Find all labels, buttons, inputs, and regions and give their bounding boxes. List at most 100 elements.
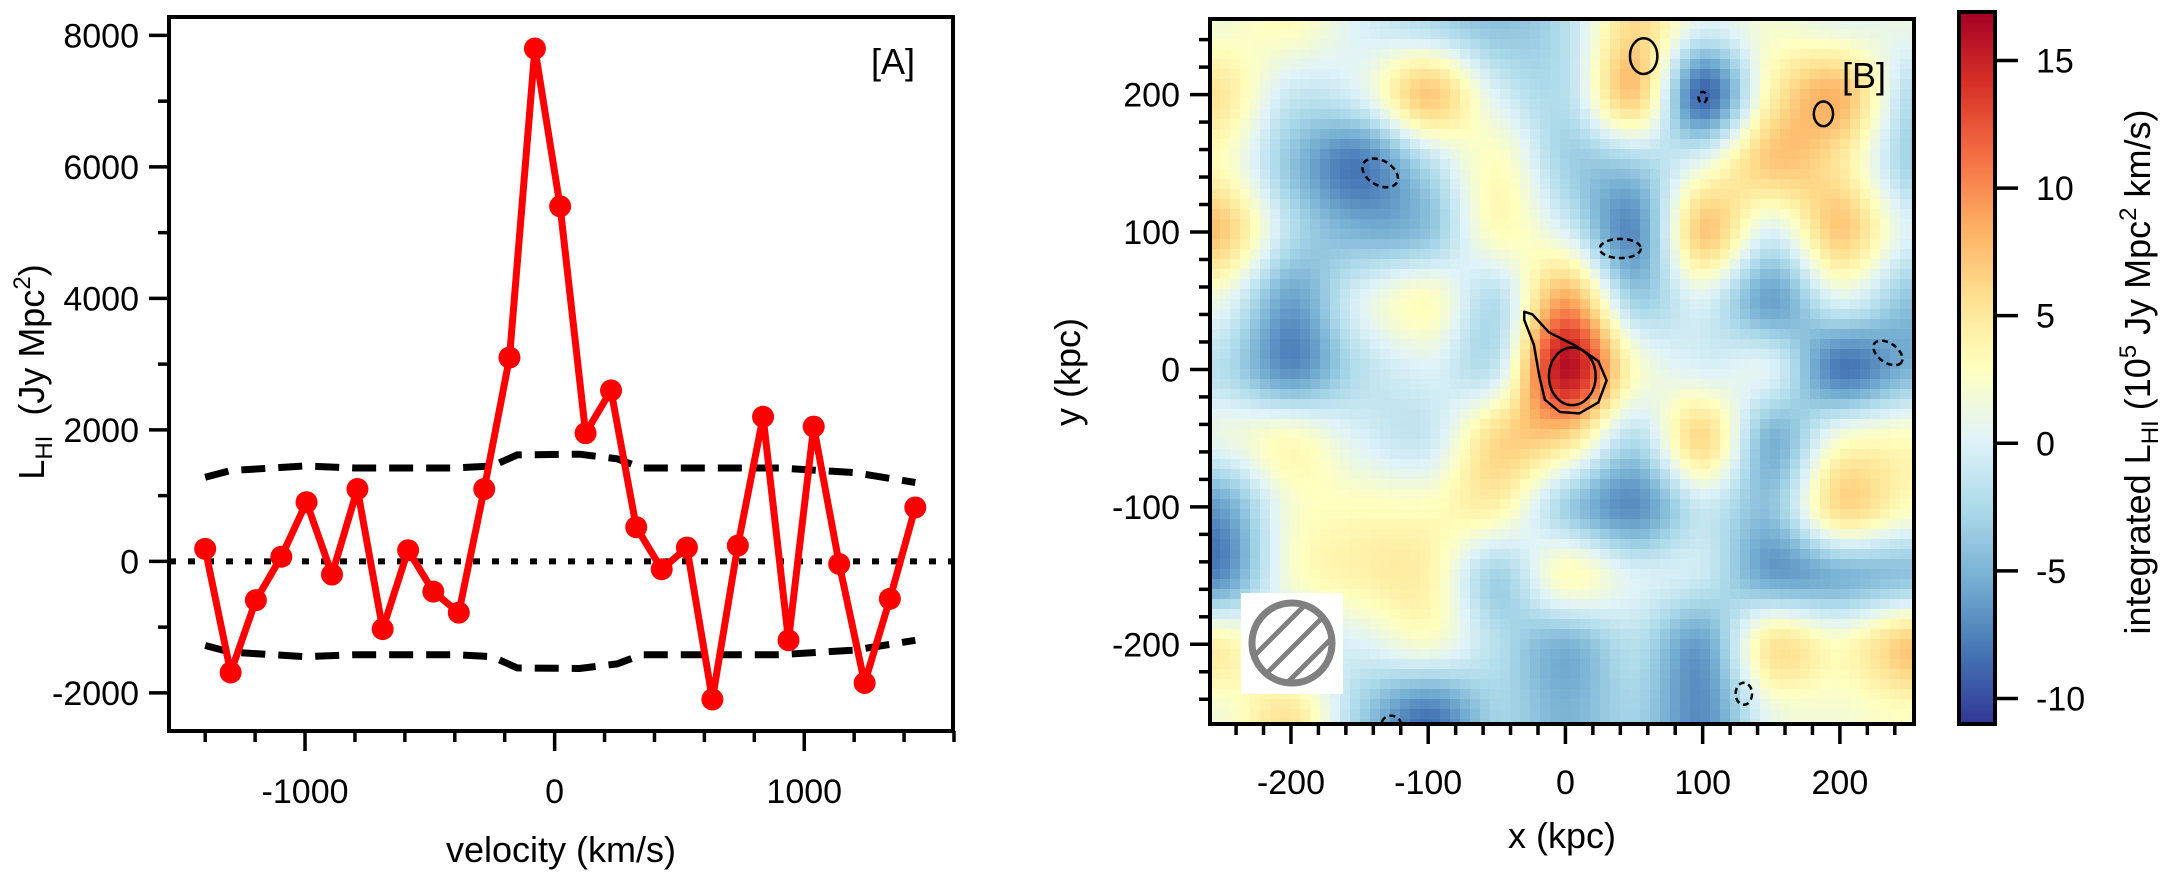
heatmap-cell [1820,679,1831,690]
heatmap-cell [1770,149,1781,160]
heatmap-cell [1860,299,1871,310]
heatmap-cell [1640,639,1651,650]
heatmap-cell [1890,699,1901,710]
heatmap-cell [1770,49,1781,60]
heatmap-cell [1510,489,1521,500]
heatmap-cell [1440,69,1451,80]
heatmap-cell [1320,49,1331,60]
heatmap-cell [1740,449,1751,460]
heatmap-cell [1630,549,1641,560]
heatmap-cell [1640,419,1651,430]
heatmap-cell [1490,379,1501,390]
heatmap-cell [1540,139,1551,150]
heatmap-cell [1360,279,1371,290]
heatmap-cell [1340,479,1351,490]
heatmap-cell [1740,679,1751,690]
heatmap-cell [1860,459,1871,470]
heatmap-cell [1850,519,1861,530]
heatmap-cell [1630,229,1641,240]
heatmap-cell [1330,229,1341,240]
heatmap-cell [1590,249,1601,260]
heatmap-cell [1870,119,1881,130]
heatmap-cell [1850,369,1861,380]
heatmap-cell [1590,99,1601,110]
heatmap-cell [1460,119,1471,130]
heatmap-cell [1780,159,1791,170]
heatmap-cell [1270,719,1281,724]
heatmap-cell [1510,249,1521,260]
heatmap-cell [1210,649,1221,660]
heatmap-cell [1650,169,1661,180]
heatmap-cell [1820,509,1831,520]
heatmap-cell [1210,489,1221,500]
heatmap-cell [1280,199,1291,210]
heatmap-cell [1720,289,1731,300]
heatmap-cell [1590,389,1601,400]
heatmap-cell [1420,659,1431,670]
heatmap-cell [1380,689,1391,700]
heatmap-cell [1550,29,1561,40]
heatmap-cell [1340,469,1351,480]
heatmap-cell [1490,319,1501,330]
heatmap-cell [1860,409,1871,420]
heatmap-cell [1700,209,1711,220]
heatmap-cell [1540,699,1551,710]
heatmap-cell [1400,439,1411,450]
heatmap-cell [1410,429,1421,440]
heatmap-cell [1710,369,1721,380]
heatmap-cell [1670,479,1681,490]
heatmap-cell [1500,659,1511,670]
heatmap-cell [1560,469,1571,480]
heatmap-cell [1290,99,1301,110]
heatmap-cell [1690,609,1701,620]
heatmap-cell [1390,719,1401,724]
heatmap-cell [1460,149,1471,160]
heatmap-cell [1720,79,1731,90]
heatmap-cell [1750,179,1761,190]
heatmap-cell [1230,89,1241,100]
heatmap-cell [1220,409,1231,420]
heatmap-cell [1650,559,1661,570]
heatmap-cell [1370,229,1381,240]
heatmap-cell [1680,149,1691,160]
heatmap-cell [1420,109,1431,120]
heatmap-cell [1390,549,1401,560]
heatmap-cell [1480,439,1491,450]
heatmap-cell [1710,199,1721,210]
heatmap-cell [1470,249,1481,260]
heatmap-cell [1640,249,1651,260]
heatmap-cell [1290,549,1301,560]
heatmap-cell [1420,549,1431,560]
heatmap-cell [1290,239,1301,250]
heatmap-cell [1820,369,1831,380]
heatmap-cell [1340,19,1351,30]
heatmap-cell [1390,399,1401,410]
heatmap-cell [1430,599,1441,610]
heatmap-cell [1770,639,1781,650]
heatmap-cell [1680,479,1691,490]
heatmap-cell [1480,679,1491,690]
spectrum-point [447,601,470,624]
heatmap-cell [1350,79,1361,90]
heatmap-cell [1430,19,1441,30]
heatmap-cell [1530,489,1541,500]
heatmap-cell [1830,39,1841,50]
heatmap-cell [1740,49,1751,60]
heatmap-cell [1610,649,1621,660]
heatmap-cell [1310,439,1321,450]
heatmap-cell [1250,39,1261,50]
heatmap-cell [1760,599,1771,610]
heatmap-cell [1270,189,1281,200]
heatmap-cell [1800,169,1811,180]
heatmap-cell [1220,79,1231,90]
heatmap-cell [1870,659,1881,670]
heatmap-cell [1390,269,1401,280]
heatmap-cell [1440,669,1451,680]
heatmap-cell [1500,529,1511,540]
heatmap-cell [1650,469,1661,480]
heatmap-cell [1680,249,1691,260]
heatmap-cell [1840,99,1851,110]
heatmap-cell [1520,379,1531,390]
heatmap-cell [1410,169,1421,180]
heatmap-cell [1670,349,1681,360]
